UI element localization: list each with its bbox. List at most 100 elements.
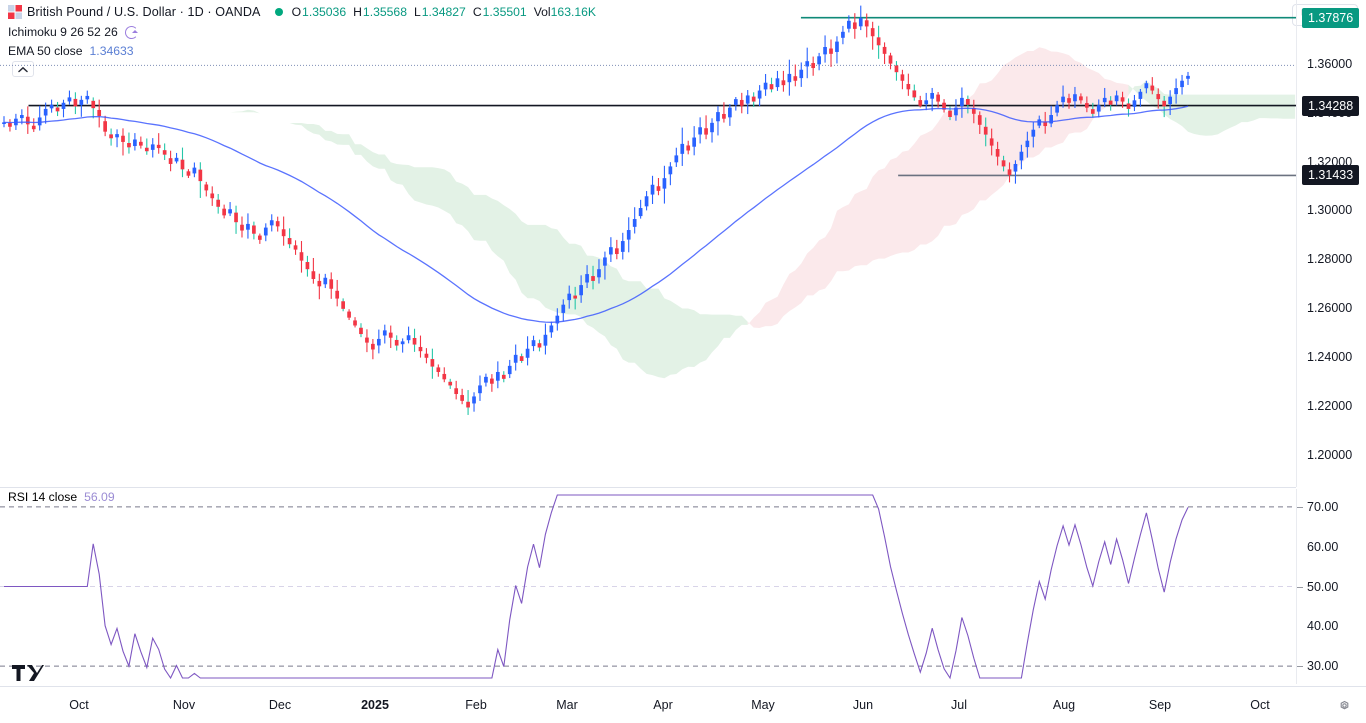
candle-body [472,396,476,404]
candle-body [1120,97,1125,102]
candle-body [2,122,6,124]
candle-body [85,95,90,100]
candle-body [228,209,232,214]
candle-body [133,139,137,147]
candle-body [1132,100,1137,107]
candle-body [591,276,595,281]
candle-body [989,138,994,146]
rsi-axis[interactable]: 70.00 60.00 50.00 40.00 30.00 [1296,489,1366,684]
rsi-legend[interactable]: RSI 14 close 56.09 [8,490,115,504]
candle-body [620,241,625,252]
ohlc-high-label: H [353,5,362,19]
candle-body [1108,100,1113,105]
candle-body [382,330,387,336]
candle-body [406,335,411,341]
rsi-axis-tick [1297,586,1303,588]
candle-body [311,271,316,279]
price-tick-label: 1.32000 [1307,154,1353,169]
candle-body [91,100,96,109]
rsi-chart-canvas[interactable] [0,489,1296,684]
candle-body [198,169,203,182]
candle-body [20,115,24,119]
candle-body [347,311,351,318]
candle-body [460,395,464,401]
price-chart-pane[interactable] [0,0,1296,487]
candle-body [531,340,536,347]
time-tick-label: Jul [951,698,967,712]
price-chart-canvas[interactable] [0,0,1296,487]
candle-body [371,343,375,350]
candle-body [1067,98,1071,103]
candle-body [686,145,691,151]
candle-body [609,247,613,255]
candle-body [894,65,899,73]
candle-body [656,186,661,191]
candle-body [585,274,589,283]
collapse-pane-button[interactable] [12,61,34,77]
ichimoku-cloud-bearish [747,47,1129,329]
candle-body [466,401,470,408]
candle-body [507,365,512,375]
candle-body [543,334,548,346]
candle-body [537,343,542,348]
candle-body [144,147,149,152]
candle-body [1138,91,1143,99]
rsi-value: 56.09 [84,490,115,504]
candle-body [942,102,946,110]
candle-body [1102,97,1107,103]
candle-body [1150,85,1155,91]
rsi-chart-pane[interactable] [0,489,1296,684]
candle-body [246,223,250,230]
candle-body [138,141,143,146]
candle-body [936,94,940,102]
refresh-icon[interactable] [124,25,138,39]
time-tick-label: May [751,698,775,712]
candle-body [775,78,780,88]
ohlc-high-value: 1.35568 [362,5,407,19]
ema-legend[interactable]: EMA 50 close 1.34633 [8,44,134,58]
ema-50-line [3,105,1189,323]
tradingview-logo [12,663,44,683]
candle-body [614,248,619,255]
candle-body [430,359,435,367]
gear-icon[interactable] [1337,698,1352,713]
candle-body [1031,129,1036,137]
rsi-tick-label: 40.00 [1307,619,1339,634]
time-tick-label: Mar [556,698,578,712]
resistance-price-tag[interactable]: 1.37876 [1302,7,1360,28]
candle-body [121,135,125,142]
time-axis[interactable]: Oct Nov Dec 2025 Feb Mar Apr May Jun Jul Aug Sep Oct [0,686,1366,723]
candle-body [180,159,185,170]
last-price-price-tag[interactable]: 1.34288 [1302,95,1360,116]
candle-body [79,99,84,106]
candle-body [8,122,12,127]
candle-body [650,184,655,195]
candle-body [728,107,732,118]
ohlc-open-label: O [291,5,302,19]
candle-body [1162,100,1167,107]
ohlc-open-value: 1.35036 [302,5,347,19]
candle-body [67,97,72,102]
candle-body [549,325,554,333]
candle-body [924,100,929,105]
candle-body [501,374,506,379]
candle-body [954,107,958,116]
price-axis[interactable]: 1.360001.340001.320001.300001.280001.260… [1296,0,1366,487]
candle-body [109,134,113,139]
candle-body [1037,119,1042,126]
candle-body [864,20,869,27]
price-tick-label: 1.36000 [1307,56,1353,71]
candle-body [222,208,226,216]
candle-body [710,122,714,133]
candle-body [704,128,708,135]
symbol-title: British Pound / U.S. Dollar · 1D · OANDA [27,5,261,19]
candle-body [61,102,66,109]
candle-body [323,277,328,285]
support-price-tag[interactable]: 1.31433 [1302,165,1360,186]
candle-body [204,184,209,191]
candle-body [394,339,399,346]
candle-body [1168,96,1172,105]
ichimoku-legend[interactable]: Ichimoku 9 26 52 26 [8,25,138,39]
candle-body [626,230,631,240]
candle-body [162,150,167,155]
